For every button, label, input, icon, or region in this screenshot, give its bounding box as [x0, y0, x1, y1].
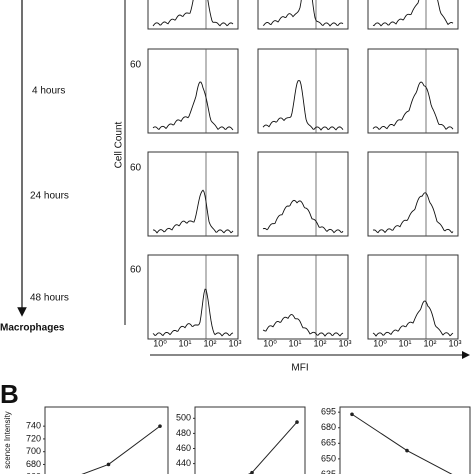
- y-tick-label: 480: [176, 428, 191, 438]
- y-max-label: 60: [130, 163, 142, 174]
- histogram-trace: [262, 0, 344, 27]
- histogram-frame: [257, 254, 349, 340]
- y-tick-label: 660: [26, 472, 41, 474]
- y-tick-label: 665: [321, 438, 336, 448]
- histogram-frame: [147, 254, 239, 340]
- x-tick-label: 10³: [448, 338, 461, 348]
- y-axis-label: Cell Count: [114, 121, 125, 168]
- data-point: [405, 448, 409, 453]
- x-tick-label: 10²: [423, 338, 436, 348]
- histogram-trace: [152, 0, 234, 27]
- x-tick-label: 10³: [338, 338, 351, 348]
- histogram-trace: [152, 189, 234, 234]
- y-tick-label: 695: [321, 407, 336, 417]
- x-tick-label: 10²: [203, 338, 216, 348]
- data-line: [81, 425, 161, 474]
- x-tick-label: 10¹: [398, 338, 411, 348]
- data-line: [247, 421, 298, 474]
- y-tick-label: 650: [321, 453, 336, 463]
- histogram-frame: [147, 0, 239, 30]
- histogram-frame: [257, 0, 349, 30]
- x-tick-label: 10¹: [178, 338, 191, 348]
- data-point: [350, 412, 354, 417]
- y-tick-label: 680: [26, 459, 41, 469]
- y-tick-label: 740: [26, 421, 41, 431]
- chart-frame: [194, 406, 306, 474]
- histogram-trace: [372, 192, 454, 234]
- line-charts: 6606807007207404204404604805006356506656…: [26, 406, 471, 474]
- data-point: [250, 470, 254, 474]
- histogram-frame: [367, 151, 459, 237]
- histogram-frame: [147, 48, 239, 134]
- histogram-trace: [262, 79, 344, 131]
- histograms: 10⁰ 10¹ 10² 10³ 10⁰ 10¹ 10² 10³ 10⁰ 10¹ 10² 10³: [147, 0, 462, 348]
- y-tick-label: 720: [26, 433, 41, 443]
- x-tick-label: 10⁰: [153, 338, 167, 348]
- data-point: [295, 420, 299, 424]
- histogram-trace: [372, 300, 454, 337]
- histogram-trace: [152, 288, 234, 337]
- histogram-frame: [257, 48, 349, 134]
- y-axis-label: scence Intensity: [3, 411, 12, 468]
- y-tick-label: 680: [321, 422, 336, 432]
- histogram-frame: [367, 0, 459, 30]
- time-label: 24 hours: [30, 191, 69, 202]
- histogram-frame: [367, 48, 459, 134]
- histogram-trace: [152, 81, 234, 131]
- histogram-trace: [372, 0, 454, 27]
- y-tick-label: 500: [176, 413, 191, 423]
- y-max-label: 60: [130, 265, 142, 276]
- y-tick-label: 440: [176, 458, 191, 468]
- x-tick-label: 10³: [228, 338, 241, 348]
- data-point: [158, 424, 162, 428]
- data-line: [351, 413, 453, 474]
- histogram-frame: [367, 254, 459, 340]
- histogram-trace: [262, 199, 344, 234]
- time-label: 48 hours: [30, 293, 69, 304]
- panel-label: B: [0, 379, 19, 409]
- chart-frame: [44, 406, 169, 474]
- y-tick-label: 635: [321, 469, 336, 474]
- histogram-trace: [262, 314, 344, 337]
- time-label: 4 hours: [32, 86, 65, 97]
- x-axis-label: MFI: [291, 363, 308, 374]
- data-point: [106, 462, 111, 467]
- histogram-frame: [257, 151, 349, 237]
- x-tick-label: 10⁰: [263, 338, 277, 348]
- chart-frame: [339, 406, 471, 474]
- y-tick-label: 700: [26, 446, 41, 456]
- end-label: Macrophages: [0, 323, 65, 334]
- y-tick-label: 460: [176, 443, 191, 453]
- y-max-label: 60: [130, 60, 142, 71]
- x-tick-label: 10⁰: [373, 338, 387, 348]
- histogram-frame: [147, 151, 239, 237]
- x-tick-label: 10²: [313, 338, 326, 348]
- x-tick-label: 10¹: [288, 338, 301, 348]
- histogram-trace: [372, 81, 454, 130]
